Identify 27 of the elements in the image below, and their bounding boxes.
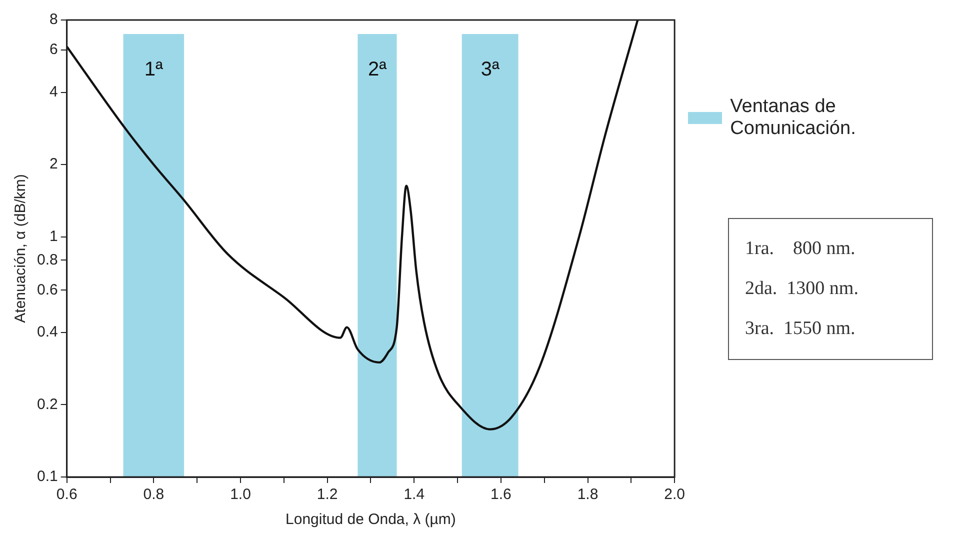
line-series — [66, 20, 639, 430]
y-tick-label: 6 — [50, 41, 58, 58]
text: 3ra. 1550 nm. — [745, 317, 856, 341]
x-tick-label: 2.0 — [664, 486, 686, 504]
x-tick-label: 1.2 — [316, 486, 338, 504]
band-label: 3ª — [480, 58, 500, 81]
y-axis-title: Atenuación, α (dB/km) — [12, 174, 30, 323]
text: 1ra. 800 nm. — [745, 237, 856, 261]
x-tick-label: 1.0 — [230, 486, 251, 504]
y-tick-label: 8 — [50, 11, 58, 28]
text: 2da. 1300 nm. — [745, 277, 860, 301]
x-tick-label: 1.8 — [577, 486, 598, 504]
legend-title: Ventanas de Comunicación. — [730, 96, 857, 140]
y-tick-label: 0.4 — [36, 324, 58, 341]
x-tick-label: 0.8 — [143, 486, 164, 504]
y-tick-label: 0.2 — [36, 396, 58, 413]
y-tick-label: 4 — [50, 83, 58, 100]
x-tick-label: 1.4 — [404, 486, 425, 504]
x-tick-label: 1.6 — [490, 486, 512, 504]
x-axis-title: Longitud de Onda, λ (µm) — [286, 511, 456, 528]
y-tick-label: 0.8 — [36, 251, 58, 268]
y-tick-label: 2 — [50, 156, 58, 173]
y-tick-label: 0.1 — [36, 468, 58, 486]
y-tick-label: 0.6 — [36, 281, 58, 298]
band-label: 1ª — [144, 58, 164, 81]
band-label: 2ª — [368, 58, 388, 81]
y-tick-label: 1 — [50, 228, 58, 246]
